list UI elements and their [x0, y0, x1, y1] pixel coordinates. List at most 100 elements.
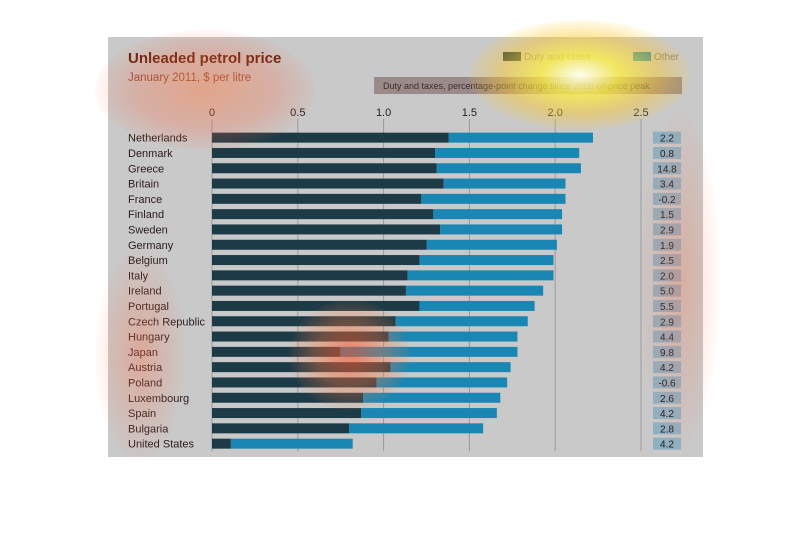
- x-tick-label: 1.5: [462, 107, 477, 119]
- change-box: [653, 269, 681, 282]
- chart-panel: Unleaded petrol price January 2011, $ per…: [108, 37, 703, 457]
- bar-other: [376, 377, 508, 388]
- category-label: Japan: [128, 347, 158, 359]
- change-box: [653, 192, 681, 205]
- change-box: [653, 146, 681, 159]
- category-label: Denmark: [128, 148, 173, 160]
- change-value: 2.8: [660, 424, 674, 435]
- side-label: Duty and taxes, percentage-point change …: [383, 81, 650, 91]
- category-label: Czech Republic: [128, 316, 206, 328]
- chart-subtitle: January 2011, $ per litre: [128, 72, 251, 84]
- change-box: [653, 284, 681, 297]
- x-tick-label: 0: [209, 107, 215, 119]
- change-value: 2.6: [660, 394, 674, 405]
- bar-other: [340, 346, 518, 357]
- bar-duty-and-taxes: [212, 193, 422, 204]
- bar-duty-and-taxes: [212, 255, 420, 266]
- bar-other: [433, 209, 563, 220]
- x-tick-label: 0.5: [290, 107, 305, 119]
- change-value: 2.5: [660, 256, 674, 267]
- bar-duty-and-taxes: [212, 239, 427, 250]
- change-box: [653, 315, 681, 328]
- category-label: Britain: [128, 179, 159, 191]
- change-value: 2.2: [660, 134, 674, 145]
- change-value: 4.4: [660, 333, 674, 344]
- change-box: [653, 330, 681, 343]
- bar-duty-and-taxes: [212, 285, 406, 296]
- bar-other: [435, 147, 580, 158]
- bar-duty-and-taxes: [212, 377, 377, 388]
- chart-svg: Unleaded petrol price January 2011, $ per…: [128, 50, 682, 452]
- bar-other: [419, 300, 535, 311]
- change-box: [653, 407, 681, 420]
- change-value: 2.9: [660, 225, 674, 236]
- bar-other: [426, 239, 557, 250]
- change-value: 2.0: [660, 271, 674, 282]
- bar-duty-and-taxes: [212, 147, 436, 158]
- bar-duty-and-taxes: [212, 423, 350, 434]
- category-label: Spain: [128, 408, 156, 420]
- bar-duty-and-taxes: [212, 270, 408, 281]
- bar-other: [421, 193, 566, 204]
- change-box: [653, 361, 681, 374]
- change-value: -0.6: [658, 378, 676, 389]
- change-box: [653, 208, 681, 221]
- bar-duty-and-taxes: [212, 224, 441, 235]
- category-label: Austria: [128, 362, 163, 374]
- bar-duty-and-taxes: [212, 316, 396, 327]
- bar-duty-and-taxes: [212, 209, 434, 220]
- change-box: [653, 345, 681, 358]
- chart-title: Unleaded petrol price: [128, 50, 281, 67]
- bar-other: [440, 224, 563, 235]
- change-value: 5.0: [660, 287, 674, 298]
- change-value: 1.9: [660, 241, 674, 252]
- category-label: Finland: [128, 209, 164, 221]
- change-value: 1.5: [660, 210, 674, 221]
- category-label: Netherlands: [128, 133, 188, 145]
- category-label: Portugal: [128, 301, 169, 313]
- change-box: [653, 223, 681, 236]
- bar-other: [419, 255, 554, 266]
- category-label: Sweden: [128, 224, 168, 236]
- change-box: [653, 254, 681, 267]
- x-tick-label: 1.0: [376, 107, 391, 119]
- change-value: 5.5: [660, 302, 674, 313]
- bar-other: [405, 285, 544, 296]
- legend-label: Other: [654, 52, 680, 63]
- bar-duty-and-taxes: [212, 331, 389, 342]
- change-box: [653, 162, 681, 175]
- legend-swatch: [503, 52, 521, 61]
- legend-swatch: [633, 52, 651, 61]
- bar-duty-and-taxes: [212, 346, 341, 357]
- change-box: [653, 177, 681, 190]
- bar-other: [448, 132, 593, 143]
- change-value: 2.9: [660, 317, 674, 328]
- category-label: Italy: [128, 270, 149, 282]
- bar-other: [230, 438, 353, 449]
- x-tick-label: 2.0: [548, 107, 563, 119]
- change-value: 0.8: [660, 149, 674, 160]
- legend-label: Duty and taxes: [524, 52, 591, 63]
- bar-other: [363, 392, 501, 403]
- bar-other: [390, 362, 511, 373]
- change-value: 4.2: [660, 440, 674, 451]
- bar-other: [395, 316, 528, 327]
- bar-duty-and-taxes: [212, 178, 444, 189]
- change-value: 3.4: [660, 180, 674, 191]
- change-box: [653, 376, 681, 389]
- category-label: Belgium: [128, 255, 168, 267]
- category-label: France: [128, 194, 162, 206]
- category-label: Poland: [128, 377, 162, 389]
- category-label: Germany: [128, 240, 174, 252]
- change-value: 14.8: [657, 164, 677, 175]
- change-box: [653, 391, 681, 404]
- bar-other: [349, 423, 484, 434]
- change-box: [653, 299, 681, 312]
- bar-duty-and-taxes: [212, 408, 362, 419]
- category-label: United States: [128, 439, 195, 451]
- change-value: 4.2: [660, 363, 674, 374]
- change-box: [653, 422, 681, 435]
- change-value: 4.2: [660, 409, 674, 420]
- bar-other: [443, 178, 566, 189]
- bar-other: [436, 163, 581, 174]
